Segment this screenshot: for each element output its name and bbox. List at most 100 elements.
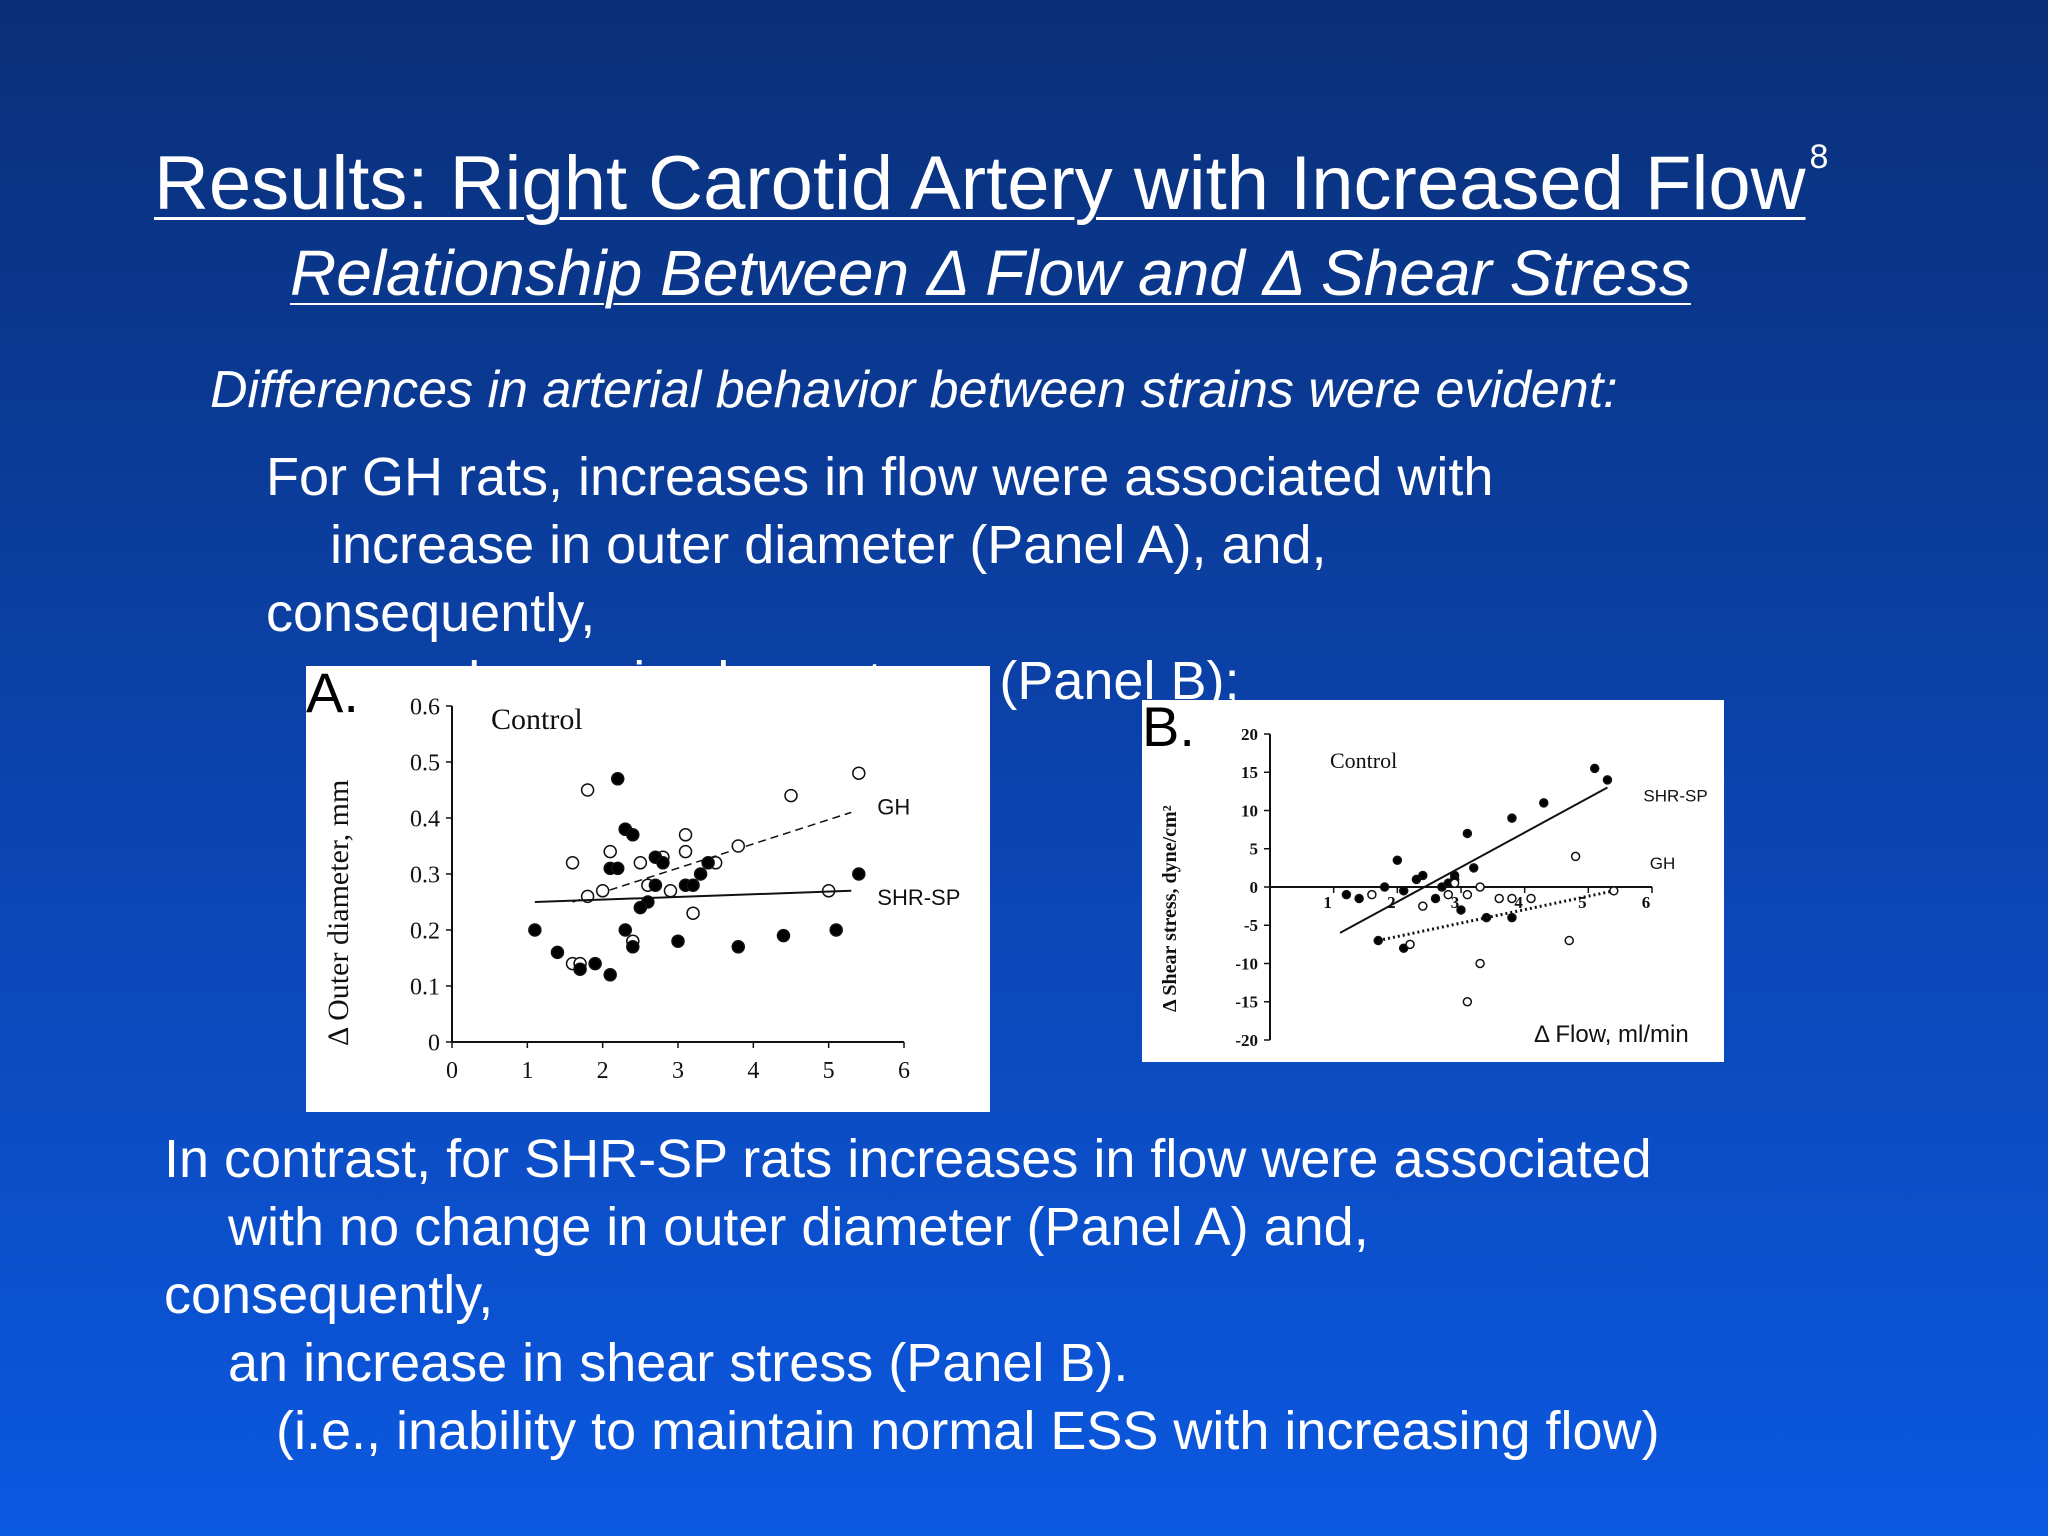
title-reference: 8 (1809, 138, 1829, 176)
data-point-gh (1443, 889, 1454, 900)
data-point-shrsp (671, 934, 685, 948)
panel-a-title: Control (491, 703, 583, 736)
data-point-gh (784, 788, 798, 803)
data-point-gh (1367, 889, 1377, 900)
data-point-gh (633, 856, 648, 870)
data-point-gh (565, 856, 580, 870)
data-point-gh (663, 884, 678, 898)
data-point-shrsp (1430, 893, 1441, 904)
data-point-shrsp (686, 878, 700, 892)
y-tick-label: 10 (1241, 801, 1258, 820)
data-point-gh (1570, 851, 1581, 862)
intro-text: Differences in arterial behavior between… (210, 361, 1618, 419)
data-point-shrsp (1354, 893, 1364, 904)
x-tick-label: 0 (446, 1058, 458, 1084)
data-point-shrsp (573, 962, 587, 976)
panel-b-title: Control (1330, 748, 1397, 773)
data-point-shrsp (610, 861, 625, 876)
y-tick-label: 0.4 (410, 806, 440, 832)
slide-title-text: Results: Right Carotid Artery with Incre… (154, 141, 1806, 226)
y-tick-label: -20 (1235, 1031, 1258, 1050)
data-point-gh (1526, 893, 1536, 904)
data-point-gh (1475, 882, 1485, 892)
series-label-shrsp: SHR-SP (1643, 787, 1707, 806)
data-point-shrsp (776, 928, 791, 943)
data-point-gh (686, 906, 700, 920)
data-point-shrsp (656, 856, 670, 870)
y-tick-label: 0 (1250, 878, 1259, 897)
panel-b-xlabel: Δ Flow, ml/min (1534, 1021, 1689, 1048)
x-tick-label: 1 (1323, 893, 1332, 912)
data-point-shrsp (610, 772, 625, 786)
data-point-shrsp (618, 923, 633, 937)
y-tick-label: -15 (1235, 993, 1258, 1012)
x-tick-label: 2 (1387, 893, 1396, 912)
data-point-shrsp (1456, 905, 1466, 915)
data-point-gh (580, 783, 595, 797)
fit-line-shrsp (1339, 786, 1608, 934)
slide-subtitle: Relationship Between Δ Flow and Δ Shear … (290, 237, 1691, 309)
data-point-shrsp (852, 867, 866, 881)
data-point-shrsp (633, 900, 648, 915)
series-label-shrsp: SHR-SP (877, 885, 960, 910)
panel-a-label: A. (306, 661, 359, 724)
y-tick-label: 0.2 (410, 918, 440, 944)
x-tick-label: 4 (1514, 893, 1523, 912)
data-point-gh (678, 844, 693, 859)
data-point-gh (1462, 997, 1473, 1007)
x-tick-label: 3 (672, 1058, 684, 1084)
data-point-gh (1449, 878, 1460, 888)
data-point-shrsp (626, 940, 640, 954)
data-point-shrsp (1418, 870, 1428, 881)
slide-title: Results: Right Carotid Artery with Incre… (154, 138, 1829, 227)
fit-line-shrsp (534, 889, 852, 903)
data-point-gh (1462, 889, 1473, 900)
panel-b-ylabel: Δ Shear stress, dyne/cm² (1159, 805, 1181, 1012)
gh-line-2: increase in outer diameter (Panel A), an… (330, 515, 1327, 575)
series-label-gh: GH (877, 794, 910, 819)
gh-line-1: For GH rats, increases in flow were asso… (266, 447, 1494, 507)
x-tick-label: 5 (823, 1058, 835, 1084)
x-tick-label: 2 (597, 1058, 609, 1084)
data-point-shrsp (550, 945, 565, 960)
panel-b-chart: 20 15 10 5 0 -5 -10 -15 -20 1 2 3 4 5 6 SHR-SP GH Contro… (1142, 695, 1724, 1062)
data-point-gh (1494, 893, 1504, 904)
data-point-shrsp (1589, 763, 1600, 774)
data-point-gh (1475, 958, 1485, 969)
data-point-shrsp (701, 856, 715, 870)
y-tick-label: 0.1 (410, 974, 440, 1000)
data-point-shrsp (1392, 855, 1403, 865)
data-point-shrsp (1602, 775, 1613, 785)
data-point-shrsp (603, 968, 617, 982)
shr-line-1: In contrast, for SHR-SP rats increases i… (164, 1129, 1652, 1189)
data-point-gh (678, 828, 693, 842)
data-point-shrsp (1507, 813, 1517, 823)
data-point-gh (1507, 893, 1517, 904)
panel-b-label: B. (1142, 695, 1195, 758)
shr-line-3: consequently, (164, 1265, 494, 1325)
data-point-gh (1609, 886, 1619, 896)
y-tick-label: 0 (428, 1030, 440, 1056)
data-point-shrsp (528, 923, 542, 937)
data-point-gh (731, 839, 746, 853)
x-tick-label: 5 (1578, 893, 1587, 912)
data-point-shrsp (693, 867, 708, 881)
panel-a-ylabel: Δ Outer diameter, mm (322, 780, 355, 1046)
panel-a-plot: 0 0.1 0.2 0.3 0.4 0.5 0.6 0 1 2 3 4 5 6 GH SHR-SP Contr… (322, 694, 960, 1084)
x-tick-label: 6 (898, 1058, 910, 1084)
data-point-gh (1564, 935, 1574, 946)
panel-a-chart: 0 0.1 0.2 0.3 0.4 0.5 0.6 0 1 2 3 4 5 6 GH SHR-SP Contr… (306, 661, 990, 1112)
data-point-gh (595, 884, 610, 898)
gh-line-3: consequently, (266, 583, 596, 643)
data-point-shrsp (829, 923, 843, 937)
shr-line-4: an increase in shear stress (Panel B). (228, 1333, 1129, 1393)
series-label-gh: GH (1650, 854, 1676, 873)
shr-line-5: (i.e., inability to maintain normal ESS … (276, 1401, 1660, 1461)
x-tick-label: 3 (1451, 893, 1460, 912)
data-point-shrsp (1539, 798, 1549, 808)
data-point-shrsp (1468, 863, 1479, 873)
data-point-gh (1418, 901, 1428, 911)
data-point-shrsp (648, 878, 663, 892)
y-tick-label: 0.3 (410, 862, 440, 888)
data-point-shrsp (731, 940, 746, 954)
